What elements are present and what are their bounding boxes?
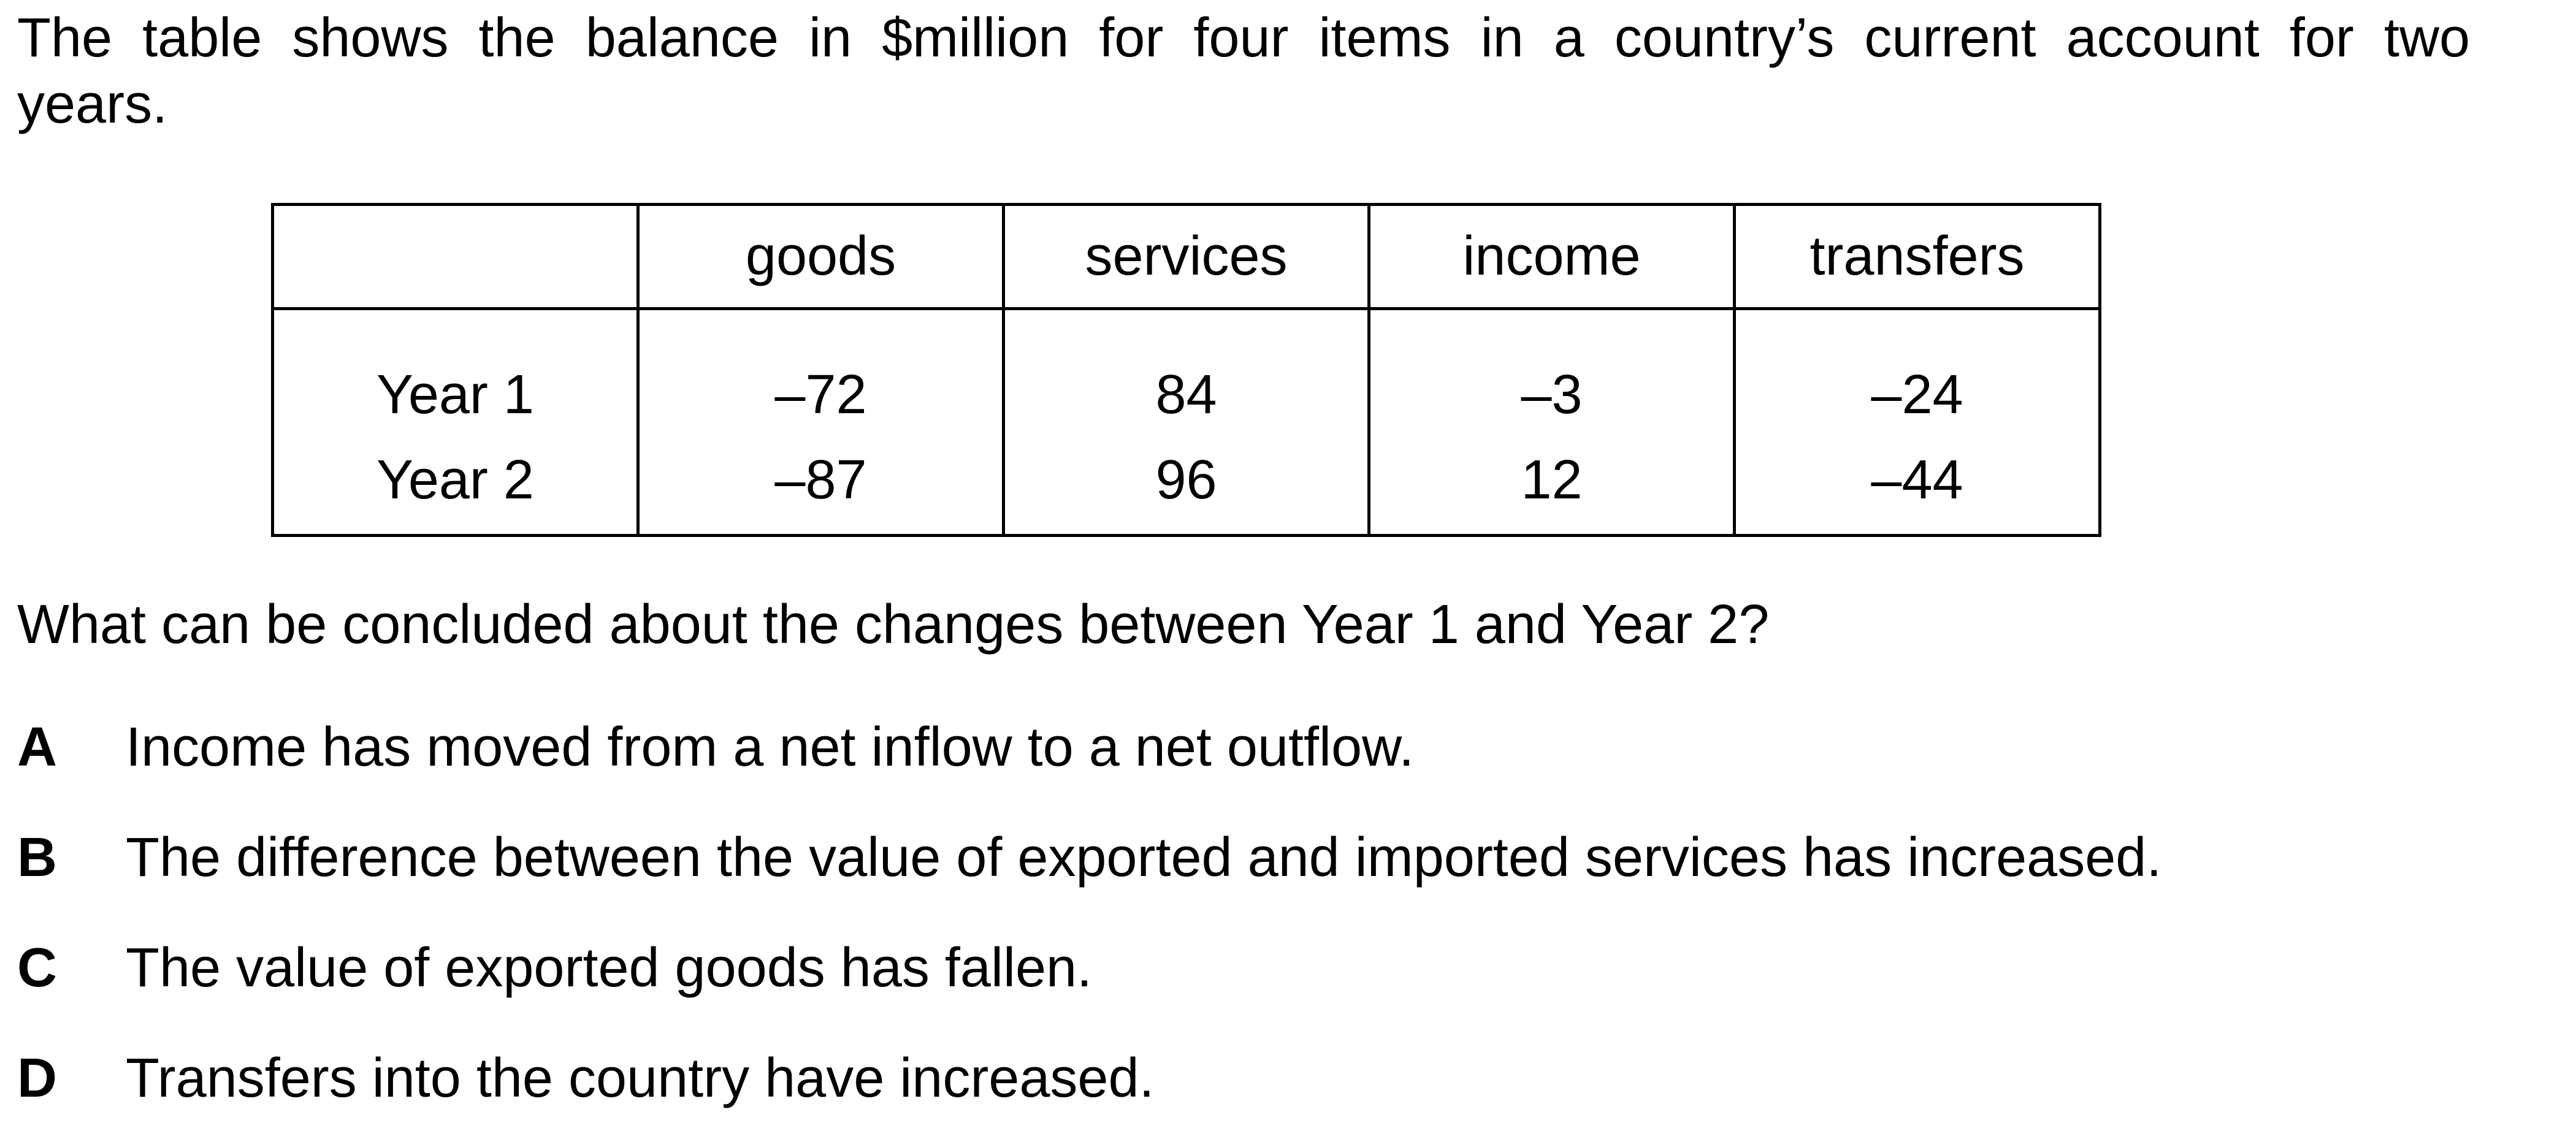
header-cell-empty <box>271 203 640 310</box>
option-text: The difference between the value of expo… <box>126 827 2162 888</box>
intro-line-1: The table shows the balance in $million … <box>17 7 2470 69</box>
balance-table: goods services income transfers Year 1 –… <box>271 203 2101 537</box>
option-letter: D <box>17 1048 57 1109</box>
row-label: Year 2 <box>271 427 640 537</box>
question-text: What can be concluded about the changes … <box>17 594 1770 655</box>
cell-transfers: –44 <box>1733 427 2101 537</box>
intro-line-2: years. <box>17 74 168 135</box>
header-cell-goods: goods <box>636 203 1005 310</box>
cell-services: 96 <box>1002 427 1370 537</box>
cell-goods: –72 <box>636 308 1005 427</box>
intro-text: The table shows the balance in $million … <box>17 5 2470 137</box>
header-cell-services: services <box>1002 203 1370 310</box>
option-text: Income has moved from a net inflow to a … <box>126 717 1415 778</box>
cell-income: 12 <box>1367 427 1736 537</box>
cell-income: –3 <box>1367 308 1736 427</box>
table-row: Year 2 –87 96 12 –44 <box>271 427 2101 537</box>
cell-transfers: –24 <box>1733 308 2101 427</box>
option-letter: C <box>17 937 57 999</box>
option-letter: A <box>17 717 57 778</box>
cell-services: 84 <box>1002 308 1370 427</box>
header-cell-transfers: transfers <box>1733 203 2101 310</box>
table-row: Year 1 –72 84 –3 –24 <box>271 308 2101 427</box>
table-header-row: goods services income transfers <box>271 203 2101 310</box>
option-text: Transfers into the country have increase… <box>126 1048 1155 1109</box>
header-cell-income: income <box>1367 203 1736 310</box>
cell-goods: –87 <box>636 427 1005 537</box>
option-text: The value of exported goods has fallen. <box>126 937 1093 999</box>
row-label: Year 1 <box>271 308 640 427</box>
option-letter: B <box>17 827 57 888</box>
